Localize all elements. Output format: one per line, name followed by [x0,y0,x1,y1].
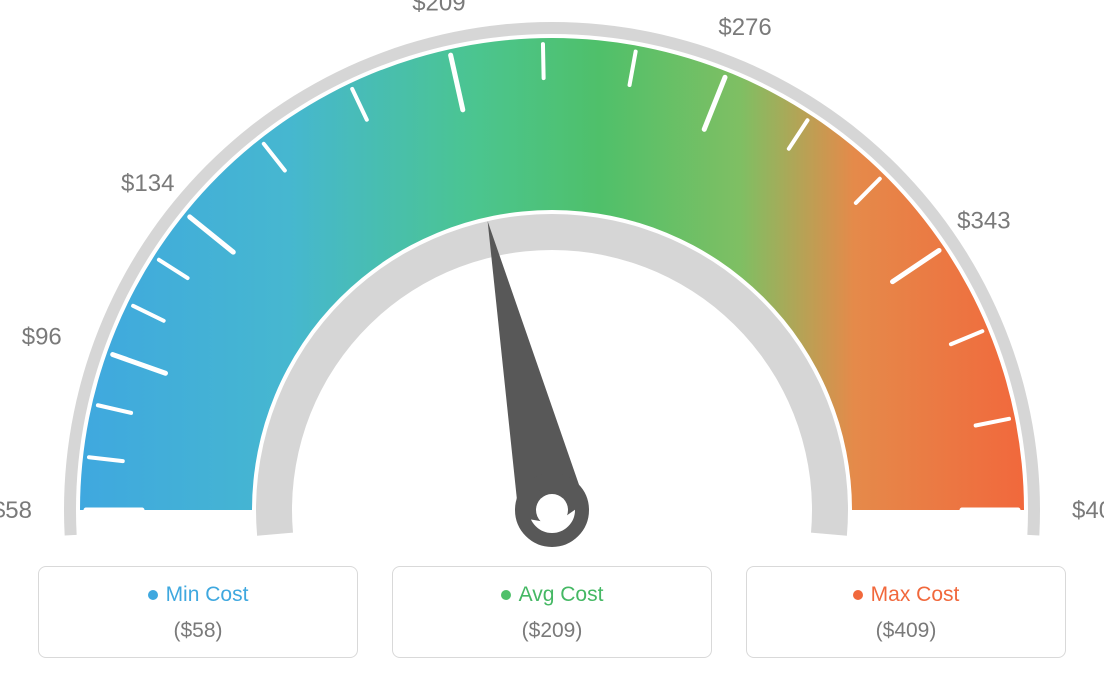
gauge-tick-label: $276 [718,14,771,41]
gauge-tick-label: $134 [121,170,174,197]
gauge-hub-center [536,494,568,526]
legend-dot-max [853,590,863,600]
legend-title-max: Max Cost [853,583,960,607]
legend-title-avg-text: Avg Cost [519,583,604,607]
legend-title-avg: Avg Cost [501,583,604,607]
legend-card-avg: Avg Cost ($209) [392,566,712,658]
legend-title-min: Min Cost [148,583,249,607]
gauge-chart: $58 $96 $134 $209 $276 $343 $409 [0,0,1104,560]
legend-dot-avg [501,590,511,600]
legend-value-min: ($58) [39,619,357,643]
gauge-tick-label: $343 [957,207,1010,234]
gauge-tick-label: $409 [1072,497,1104,524]
legend-title-min-text: Min Cost [166,583,249,607]
legend-title-max-text: Max Cost [871,583,960,607]
gauge-tick-label: $96 [22,324,62,351]
gauge-svg: $58 $96 $134 $209 $276 $343 $409 [0,0,1104,560]
legend-card-min: Min Cost ($58) [38,566,358,658]
gauge-minor-tick [543,44,544,78]
legend-dot-min [148,590,158,600]
legend-card-max: Max Cost ($409) [746,566,1066,658]
gauge-tick-label: $58 [0,497,32,524]
gauge-tick-label: $209 [412,0,465,16]
legend-row: Min Cost ($58) Avg Cost ($209) Max Cost … [0,560,1104,658]
legend-value-avg: ($209) [393,619,711,643]
legend-value-max: ($409) [747,619,1065,643]
